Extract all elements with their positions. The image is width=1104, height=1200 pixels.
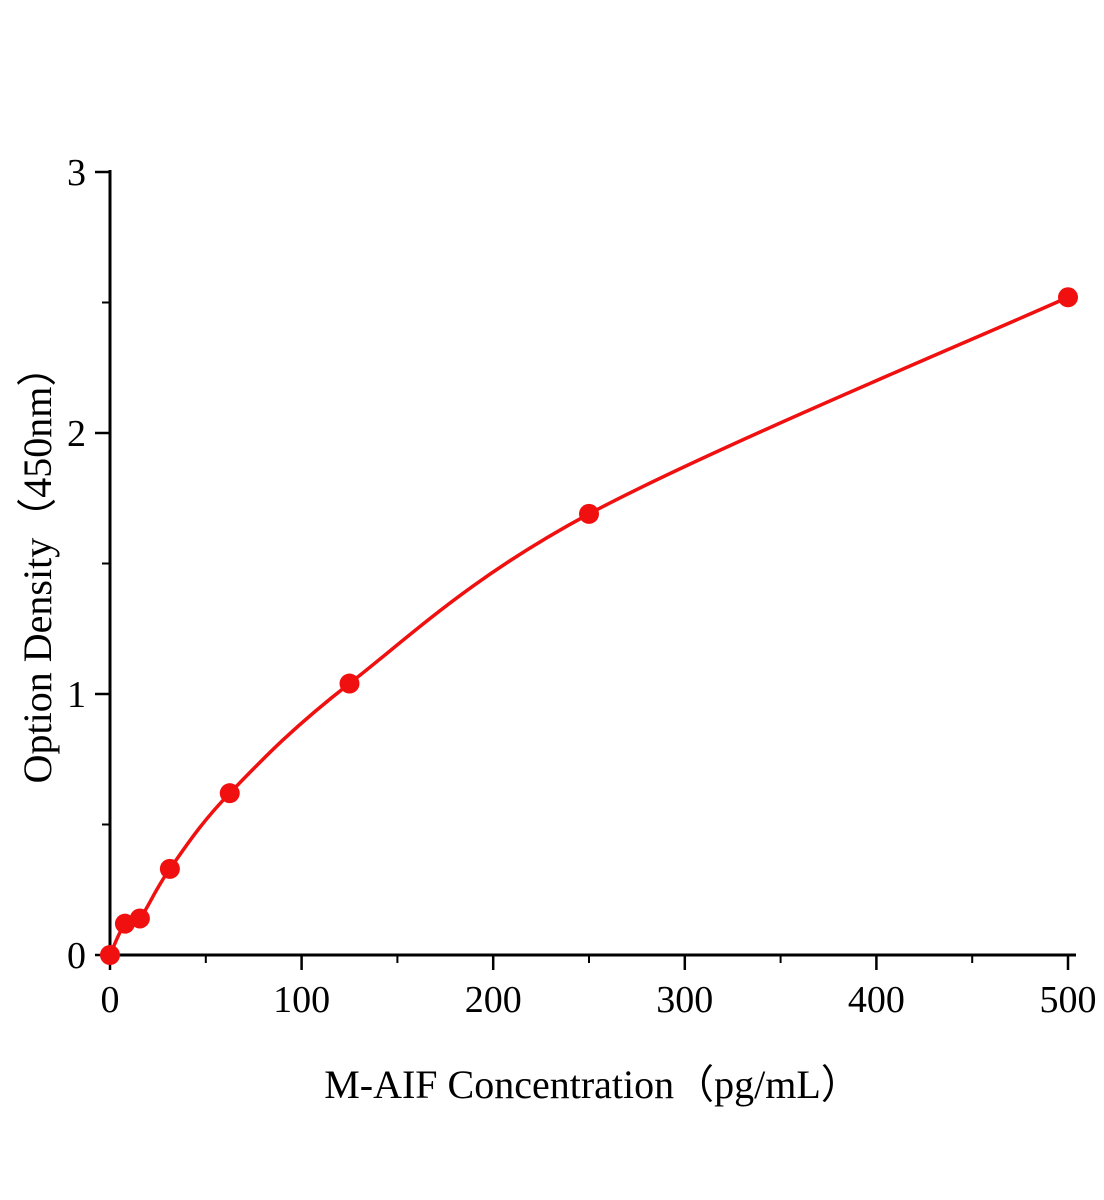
data-point-marker	[100, 945, 120, 965]
data-point-marker	[159, 858, 180, 879]
data-point-marker	[339, 673, 360, 694]
x-tick-label: 200	[465, 979, 522, 1021]
standard-curve-line	[108, 295, 1069, 956]
y-tick-label: 2	[67, 413, 86, 455]
x-tick-label: 100	[273, 979, 330, 1021]
y-tick-label: 1	[67, 674, 86, 716]
x-tick-label: 0	[101, 979, 120, 1021]
y-tick-label: 3	[67, 152, 86, 194]
x-tick-label: 400	[848, 979, 905, 1021]
y-axis-title: Option Density（450nm）	[15, 346, 60, 784]
data-point-marker	[129, 908, 150, 929]
data-point-marker	[219, 783, 240, 804]
x-tick-label: 500	[1040, 979, 1097, 1021]
x-tick-label: 300	[656, 979, 713, 1021]
data-point-marker	[1058, 287, 1078, 308]
y-tick-label: 0	[67, 935, 86, 977]
data-point-marker	[579, 503, 599, 524]
x-axis-title: M-AIF Concentration（pg/mL）	[324, 1062, 861, 1107]
